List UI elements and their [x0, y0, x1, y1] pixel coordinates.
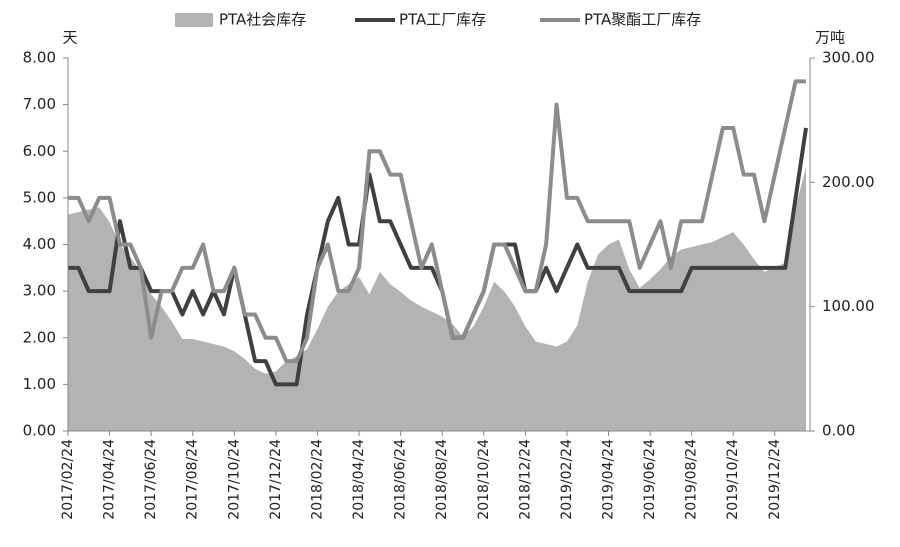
- y-tick-label: 4.00: [23, 235, 56, 253]
- y2-tick-label: 200.00: [822, 173, 875, 191]
- legend-label: PTA社会库存: [219, 11, 306, 29]
- y-tick-label: 3.00: [23, 282, 56, 300]
- x-tick-label: 2017/12/24: [268, 439, 284, 520]
- line: [68, 79, 806, 364]
- x-tick-label: 2019/12/24: [767, 439, 783, 520]
- legend-swatch: [175, 13, 213, 27]
- y2-tick-label: 0.00: [822, 422, 855, 440]
- x-tick-label: 2017/10/24: [226, 439, 242, 520]
- y-tick-label: 8.00: [23, 49, 56, 67]
- x-tick-label: 2019/02/24: [559, 439, 575, 520]
- y-axis-label: 天: [62, 29, 77, 47]
- x-tick-label: 2019/10/24: [725, 439, 741, 520]
- y-tick-label: 0.00: [23, 422, 56, 440]
- x-tick-label: 2017/04/24: [102, 439, 118, 520]
- x-tick-label: 2019/04/24: [601, 439, 617, 520]
- y-tick-label: 6.00: [23, 142, 56, 160]
- legend-label: PTA聚酯工厂库存: [584, 11, 701, 29]
- x-tick-label: 2019/06/24: [642, 439, 658, 520]
- y-tick-label: 1.00: [23, 375, 56, 393]
- y2-axis-label: 万吨: [815, 29, 845, 47]
- x-tick-label: 2018/08/24: [434, 439, 450, 520]
- x-tick-label: 2018/06/24: [393, 439, 409, 520]
- legend-label: PTA工厂库存: [399, 11, 486, 29]
- y-tick-label: 2.00: [23, 328, 56, 346]
- y-tick-label: 7.00: [23, 95, 56, 113]
- x-tick-label: 2019/08/24: [684, 439, 700, 520]
- x-tick-label: 2018/12/24: [517, 439, 533, 520]
- line: [68, 127, 808, 387]
- x-tick-label: 2017/06/24: [143, 439, 159, 520]
- x-tick-label: 2017/02/24: [60, 439, 76, 520]
- x-tick-label: 2018/04/24: [351, 439, 367, 520]
- x-tick-label: 2018/02/24: [309, 439, 325, 520]
- x-tick-label: 2017/08/24: [185, 439, 201, 520]
- y2-tick-label: 300.00: [822, 49, 875, 67]
- x-tick-label: 2018/10/24: [476, 439, 492, 520]
- area: [68, 167, 806, 431]
- y-tick-label: 5.00: [23, 188, 56, 206]
- y2-tick-label: 100.00: [822, 297, 875, 315]
